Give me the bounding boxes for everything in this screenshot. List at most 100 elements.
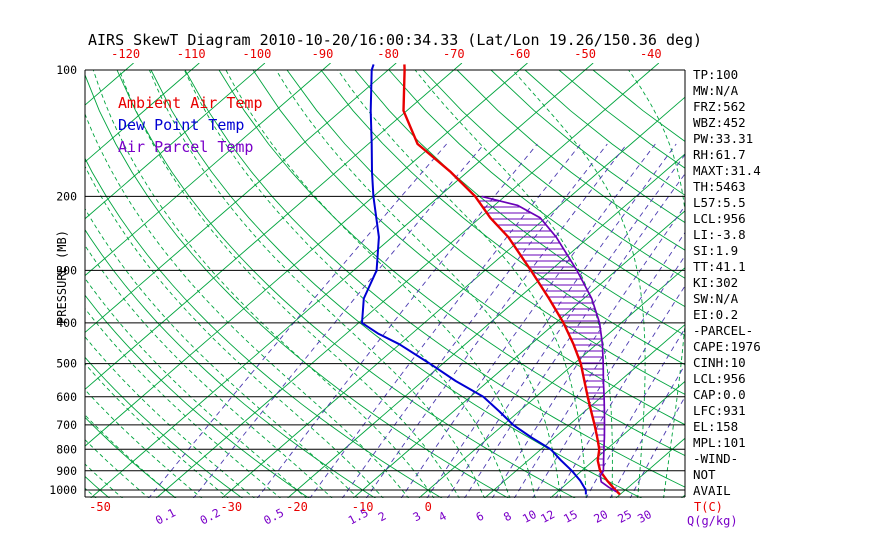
isotherm-line [550,380,685,498]
ambient-air-temp-curve [402,64,621,496]
isotherm-line [156,63,660,498]
pressure-tick-label: 1000 [49,483,77,497]
profile-curves [361,64,621,496]
bottom-temp-tick-label: -20 [286,500,308,514]
top-temp-tick-label: -120 [111,47,140,61]
dry-adiabat-line [150,69,643,498]
moist-adiabat-line [85,277,307,498]
dry-adiabat-line [184,69,685,488]
top-temp-tick-label: -90 [312,47,334,61]
mixing-ratio-tick-label: 12 [538,507,557,526]
moist-adiabat-line [275,69,562,498]
stats-line: RH:61.7 [693,147,746,162]
moist-adiabat-line [337,69,587,498]
legend-air-parcel-temp: Air Parcel Temp [118,138,253,156]
stats-line: CINH:10 [693,355,746,370]
moist-adiabat-line [118,69,460,498]
moist-adiabat-line [85,244,333,498]
dry-adiabat-line [320,69,685,366]
stats-line: LFC:931 [693,403,746,418]
top-temp-tick-label: -60 [509,47,531,61]
top-temp-tick-label: -50 [574,47,596,61]
stats-line: LCL:956 [693,211,746,226]
pressure-tick-label: 200 [56,189,77,203]
isotherm-line [90,63,594,498]
isotherm-line [287,153,685,498]
stats-line: LCL:956 [693,371,746,386]
moist-adiabat-line [628,69,685,498]
stats-line: MAXT:31.4 [693,163,761,178]
moist-adiabat-line [183,69,511,498]
isotherm-line [85,63,528,447]
stats-line: SW:N/A [693,291,739,306]
moist-adiabat-line [85,439,150,498]
mixing-ratio-tick-label: 15 [561,507,580,526]
x-axis-q-label: Q(g/kg) [687,514,738,528]
moist-adiabat-line [85,165,384,498]
stats-line: MW:N/A [693,83,739,98]
dry-adiabat-line [422,69,685,279]
dry-adiabat-line [286,69,685,395]
pressure-tick-label: 300 [56,263,77,277]
dry-adiabat-line [85,416,177,498]
pressure-tick-label: 600 [56,390,77,404]
stats-line: AVAIL [693,483,731,498]
chart-title: AIRS SkewT Diagram 2010-10-20/16:00:34.3… [88,31,702,49]
top-temp-tick-label: -70 [443,47,465,61]
moist-adiabat-line [512,69,646,498]
stats-line: CAP:0.0 [693,387,746,402]
moist-adiabat-line [85,414,176,498]
dry-adiabat-line [456,69,685,251]
moist-adiabat-line [85,363,229,498]
stats-line: LI:-3.8 [693,227,746,242]
stats-line: KI:302 [693,275,738,290]
stats-line: -PARCEL- [693,323,753,338]
stats-line: TP:100 [693,67,738,82]
top-temp-tick-label: -40 [640,47,662,61]
dry-adiabat-line [252,69,685,426]
stats-line: SI:1.9 [693,243,738,258]
moist-adiabat-line [225,69,536,498]
pressure-tick-label: 900 [56,464,77,478]
mixing-ratio-tick-label: 30 [635,507,654,526]
dry-adiabat-line [85,157,443,498]
mixing-ratio-tick-label: 20 [591,507,610,526]
isotherm-line [85,63,331,277]
y-axis-label: PRESSURE (MB) [55,230,69,324]
pressure-tick-label: 700 [56,418,77,432]
dry-adiabat-line [85,356,243,498]
dry-adiabat-line [85,294,310,498]
stats-line: NOT [693,467,716,482]
bottom-temp-tick-label: -10 [352,500,374,514]
stats-line: EI:0.2 [693,307,738,322]
isotherm-line [85,63,397,334]
bottom-temp-tick-label: -30 [220,500,242,514]
dry-adiabat-line [388,69,685,308]
stats-line: CAPE:1976 [693,339,761,354]
legend-dew-point-temp: Dew Point Temp [118,116,244,134]
isotherm-line [418,267,685,498]
top-temp-tick-label: -80 [377,47,399,61]
dry-adiabat-line [85,73,510,498]
dry-adiabat-line [116,69,576,498]
air-parcel-temp-curve [481,195,617,493]
pressure-tick-label: 800 [56,442,77,456]
isotherm-line [85,63,463,390]
stats-line: TT:41.1 [693,259,746,274]
moist-adiabat-line [85,112,410,498]
pressure-tick-label: 400 [56,316,77,330]
bottom-temp-tick-label: -50 [89,500,111,514]
moist-adiabat-line [92,69,435,498]
moist-adiabat-line [85,463,124,498]
moist-adiabat-line [85,207,359,498]
stats-line: PW:33.31 [693,131,753,146]
moist-adiabat-line [414,69,613,498]
x-axis-temp-label: T(C) [694,500,723,514]
mixing-ratio-tick-label: 25 [615,507,634,526]
stats-line: MPL:101 [693,435,746,450]
pressure-tick-label: 500 [56,357,77,371]
stats-line: TH:5463 [693,179,746,194]
top-temp-tick-label: -110 [177,47,206,61]
